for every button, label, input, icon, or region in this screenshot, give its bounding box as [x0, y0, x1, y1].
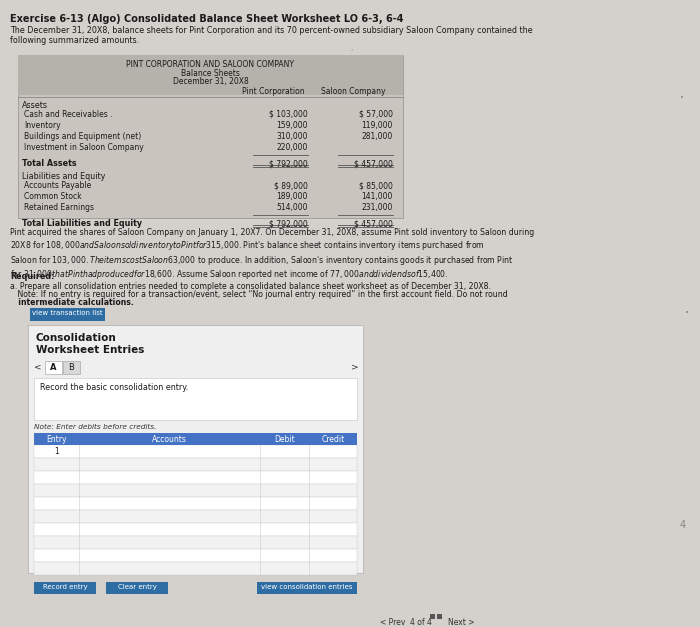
Text: •: •: [680, 95, 684, 101]
Text: Exercise 6-13 (Algo) Consolidated Balance Sheet Worksheet LO 6-3, 6-4: Exercise 6-13 (Algo) Consolidated Balanc…: [10, 14, 403, 24]
Text: Investment in Saloon Company: Investment in Saloon Company: [24, 143, 144, 152]
Text: $ 457,000: $ 457,000: [354, 159, 393, 168]
Text: 281,000: 281,000: [362, 132, 393, 141]
Text: ,: ,: [350, 45, 352, 51]
Text: Record the basic consolidation entry.: Record the basic consolidation entry.: [40, 383, 188, 392]
Text: <: <: [34, 362, 41, 371]
Text: Pint Corporation: Pint Corporation: [241, 87, 304, 96]
Text: Inventory: Inventory: [24, 121, 61, 130]
Text: 4 of 4: 4 of 4: [410, 618, 432, 627]
Bar: [34, 484, 357, 497]
Bar: [18, 55, 403, 95]
Text: $ 103,000: $ 103,000: [270, 110, 308, 119]
Bar: [34, 445, 357, 458]
Text: Saloon Company: Saloon Company: [321, 87, 385, 96]
Bar: [34, 562, 357, 575]
Text: Record entry: Record entry: [43, 584, 88, 590]
Text: Credit: Credit: [321, 435, 344, 444]
Bar: [34, 582, 96, 594]
Text: Clear entry: Clear entry: [118, 584, 156, 590]
Text: Next >: Next >: [448, 618, 475, 627]
Bar: [106, 582, 168, 594]
Text: $ 57,000: $ 57,000: [359, 110, 393, 119]
Bar: [34, 497, 357, 510]
Bar: [34, 378, 357, 420]
Text: Debit: Debit: [274, 435, 295, 444]
Text: Entry: Entry: [46, 435, 67, 444]
Text: $ 457,000: $ 457,000: [354, 219, 393, 228]
Text: Liabilities and Equity: Liabilities and Equity: [22, 172, 106, 181]
Text: 220,000: 220,000: [276, 143, 308, 152]
Text: $ 792,000: $ 792,000: [270, 159, 308, 168]
Text: 119,000: 119,000: [362, 121, 393, 130]
Text: < Prev: < Prev: [380, 618, 405, 627]
Text: view transaction list: view transaction list: [32, 310, 103, 316]
Text: ,: ,: [350, 12, 352, 18]
Bar: [34, 536, 357, 549]
Text: Total Assets: Total Assets: [22, 159, 76, 168]
Text: intermediate calculations.: intermediate calculations.: [10, 298, 134, 307]
Text: Required:: Required:: [10, 272, 55, 281]
Bar: [34, 549, 357, 562]
Text: $ 89,000: $ 89,000: [274, 181, 308, 190]
Bar: [34, 458, 357, 471]
Text: Assets: Assets: [22, 101, 48, 110]
Text: Total Liabilities and Equity: Total Liabilities and Equity: [22, 219, 142, 228]
Text: Retained Earnings: Retained Earnings: [24, 203, 94, 212]
Text: 310,000: 310,000: [276, 132, 308, 141]
Text: Accounts Payable: Accounts Payable: [24, 181, 91, 190]
Text: PINT CORPORATION AND SALOON COMPANY: PINT CORPORATION AND SALOON COMPANY: [127, 60, 295, 69]
Bar: [45, 361, 62, 374]
Bar: [34, 433, 357, 445]
Text: Note: Enter debits before credits.: Note: Enter debits before credits.: [34, 424, 157, 430]
Text: Buildings and Equipment (net): Buildings and Equipment (net): [24, 132, 141, 141]
Text: >: >: [351, 362, 358, 371]
Text: Balance Sheets: Balance Sheets: [181, 69, 240, 78]
Text: 141,000: 141,000: [362, 192, 393, 201]
Text: $ 85,000: $ 85,000: [359, 181, 393, 190]
Text: 1: 1: [54, 447, 59, 456]
Text: $ 792,000: $ 792,000: [270, 219, 308, 228]
Text: A: A: [50, 363, 56, 372]
Text: Common Stock: Common Stock: [24, 192, 82, 201]
Text: •: •: [685, 310, 689, 316]
Text: 231,000: 231,000: [362, 203, 393, 212]
Text: a. Prepare all consolidation entries needed to complete a consolidated balance s: a. Prepare all consolidation entries nee…: [10, 282, 491, 291]
Text: view consolidation entries: view consolidation entries: [261, 584, 353, 590]
Text: Accounts: Accounts: [152, 435, 187, 444]
Text: 4: 4: [680, 520, 686, 530]
Text: The December 31, 20X8, balance sheets for Pint Corporation and its 70 percent-ow: The December 31, 20X8, balance sheets fo…: [10, 26, 533, 45]
Text: Note: If no entry is required for a transaction/event, select “No journal entry : Note: If no entry is required for a tran…: [10, 290, 508, 299]
Bar: [30, 308, 105, 321]
Bar: [34, 510, 357, 523]
Text: Consolidation: Consolidation: [36, 333, 117, 343]
Text: 189,000: 189,000: [276, 192, 308, 201]
Bar: [257, 582, 357, 594]
Text: Pint acquired the shares of Saloon Company on January 1, 20X7. On December 31, 2: Pint acquired the shares of Saloon Compa…: [10, 228, 534, 282]
Bar: [34, 471, 357, 484]
Bar: [18, 55, 403, 218]
Text: B: B: [68, 363, 74, 372]
Bar: [34, 523, 357, 536]
Text: 514,000: 514,000: [276, 203, 308, 212]
Text: Worksheet Entries: Worksheet Entries: [36, 345, 144, 355]
Bar: [430, 614, 435, 619]
Text: 159,000: 159,000: [276, 121, 308, 130]
Bar: [63, 361, 80, 374]
Bar: [437, 614, 442, 619]
Bar: [28, 325, 363, 573]
Text: Cash and Receivables .: Cash and Receivables .: [24, 110, 113, 119]
Text: December 31, 20X8: December 31, 20X8: [173, 77, 248, 86]
